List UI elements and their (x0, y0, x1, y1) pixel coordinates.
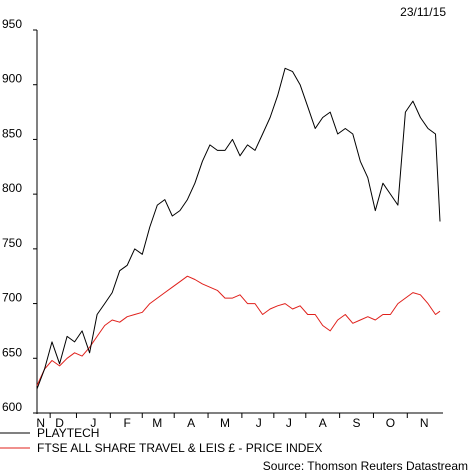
series-lines (36, 67, 441, 390)
x-tick-label: A (187, 416, 195, 430)
legend-label: FTSE ALL SHARE TRAVEL & LEIS £ - PRICE I… (37, 441, 322, 455)
y-tick-label: 900 (2, 72, 22, 86)
x-tick-label: M (220, 416, 230, 430)
series-ftse-line (36, 275, 441, 386)
source-label: Source: Thomson Reuters Datastream (263, 459, 468, 473)
x-tick-label: A (319, 416, 327, 430)
x-tick-label: O (386, 416, 395, 430)
x-tick-label: J (286, 416, 292, 430)
x-tick-label: F (124, 416, 131, 430)
legend-label: PLAYTECH (37, 426, 99, 440)
x-tick-label: M (152, 416, 162, 430)
x-tick-label: J (256, 416, 262, 430)
series-playtech-line (36, 67, 441, 390)
y-tick-label: 750 (2, 236, 22, 250)
y-tick-label: 650 (2, 345, 22, 359)
y-tick-label: 950 (2, 17, 22, 31)
y-tick-label: 700 (2, 291, 22, 305)
x-tick-label: N (36, 416, 45, 430)
date-label: 23/11/15 (400, 5, 446, 19)
x-tick-label: D (55, 416, 64, 430)
x-tick-label: S (353, 416, 361, 430)
y-tick-label: 850 (2, 126, 22, 140)
y-tick-label: 600 (2, 400, 22, 414)
y-axis-ticks: 600 650 700 750 800 850 900 950 (2, 17, 37, 414)
axes (36, 30, 443, 414)
y-tick-label: 800 (2, 181, 22, 195)
x-tick-label: N (420, 416, 429, 430)
x-tick-label: J (90, 416, 96, 430)
